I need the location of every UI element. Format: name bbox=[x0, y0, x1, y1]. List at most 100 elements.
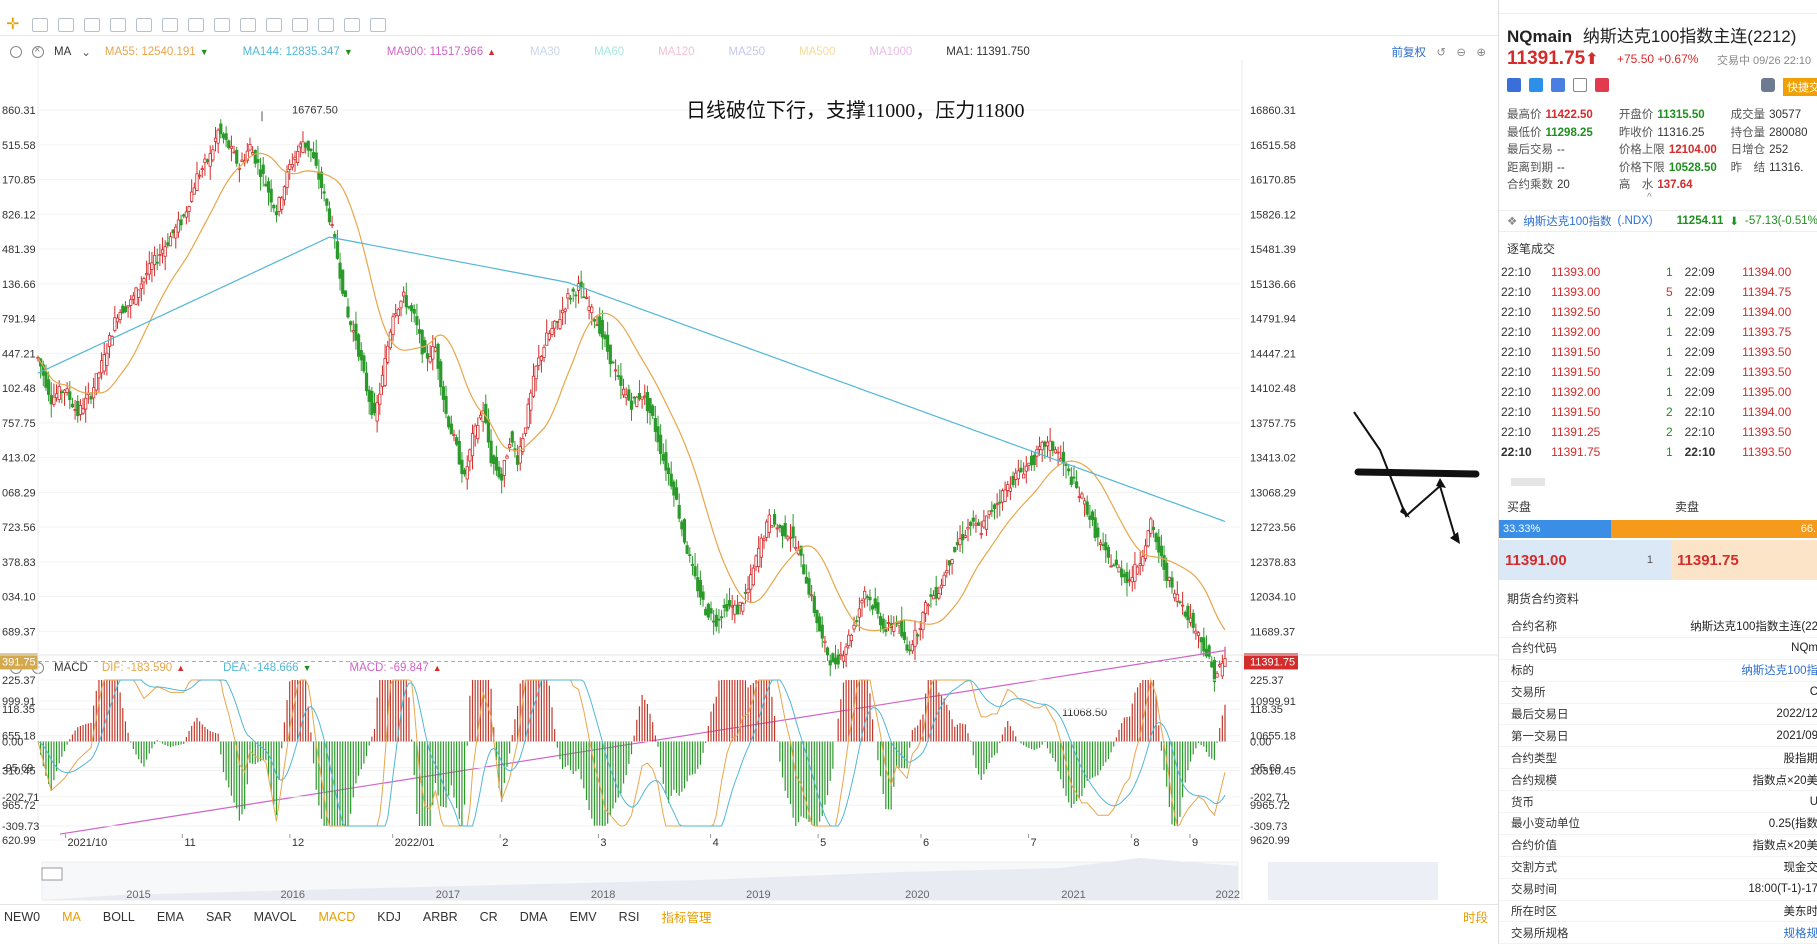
candle-body bbox=[603, 334, 607, 340]
tab-指标管理[interactable]: 指标管理 bbox=[661, 911, 712, 925]
support-line-drawing[interactable] bbox=[1354, 468, 1480, 478]
stat-cell: 开盘价 11315.50 bbox=[1619, 106, 1731, 124]
candle-body bbox=[338, 262, 342, 279]
lock-tool-icon[interactable] bbox=[266, 17, 282, 32]
stat-label: 距离到期 bbox=[1507, 161, 1553, 174]
overview-more-icon[interactable] bbox=[41, 867, 63, 881]
arrow-tool-icon[interactable] bbox=[136, 17, 152, 32]
tab-mavol[interactable]: MAVOL bbox=[253, 909, 297, 924]
tab-sar[interactable]: SAR bbox=[205, 909, 232, 924]
indicator-name[interactable]: MA bbox=[54, 46, 72, 58]
candle-body bbox=[383, 357, 387, 386]
hide-tool-icon[interactable] bbox=[292, 17, 308, 32]
stat-label: 合约乘数 bbox=[1507, 179, 1553, 191]
overview-window[interactable] bbox=[1268, 862, 1438, 900]
candle-body bbox=[963, 535, 967, 538]
line-tool-icon[interactable] bbox=[32, 17, 48, 32]
candle-body bbox=[378, 393, 382, 405]
tab-arbr[interactable]: ARBR bbox=[422, 909, 458, 924]
candle-body bbox=[595, 324, 599, 327]
candle-body bbox=[624, 394, 628, 399]
bell-icon[interactable] bbox=[1761, 78, 1775, 92]
candle-body bbox=[447, 416, 451, 428]
candle-body bbox=[698, 580, 702, 598]
chart-canvas[interactable]: 860.31 16860.31 515.58 16515.58 170.85 16170.… bbox=[0, 0, 1498, 904]
candle-body bbox=[648, 398, 652, 414]
stat-cell: 最低价 11298.25 bbox=[1507, 124, 1619, 142]
settings-tool-icon[interactable] bbox=[370, 17, 386, 32]
ask-price-button[interactable]: 11391.75 bbox=[1671, 540, 1817, 580]
flag-icon[interactable] bbox=[1507, 78, 1521, 92]
period-button[interactable]: 时段 bbox=[1462, 911, 1488, 925]
price-tick-right: 12723.56 bbox=[1250, 522, 1296, 534]
tick-time: 22:10 bbox=[1501, 345, 1532, 359]
delete-tool-icon[interactable] bbox=[318, 17, 334, 32]
stat-label: 开盘价 bbox=[1618, 109, 1654, 121]
collapse-icon[interactable]: ^ bbox=[1647, 192, 1652, 203]
tab-ma[interactable]: MA bbox=[62, 909, 81, 924]
tab-macd[interactable]: MACD bbox=[318, 909, 356, 924]
candle-body bbox=[134, 287, 138, 305]
comment-tool-icon[interactable] bbox=[188, 17, 204, 32]
tab-new0[interactable]: NEW0 bbox=[4, 909, 41, 924]
people-icon[interactable] bbox=[1551, 78, 1565, 92]
info-row: 合约类型 股指期 bbox=[1499, 747, 1817, 770]
candle-body bbox=[807, 578, 811, 595]
candle-body bbox=[966, 526, 970, 530]
candle-body bbox=[582, 296, 586, 299]
candle-body bbox=[409, 305, 414, 312]
candle-body bbox=[1016, 470, 1020, 480]
lightning-icon[interactable] bbox=[1529, 78, 1543, 92]
candle-body bbox=[478, 414, 483, 419]
tab-cr[interactable]: CR bbox=[479, 909, 498, 924]
fib-tool-icon[interactable] bbox=[84, 17, 100, 32]
adjust-mode-button[interactable]: 前复权 bbox=[1391, 47, 1427, 59]
info-value[interactable]: 规格规 bbox=[1783, 927, 1817, 940]
candle-body bbox=[571, 288, 575, 292]
close-icon[interactable] bbox=[32, 44, 44, 58]
text-tool-icon[interactable] bbox=[162, 17, 178, 32]
candle-body bbox=[497, 466, 501, 478]
macd-indicator-name[interactable]: MACD bbox=[54, 662, 88, 674]
ma-number: 11517.966 bbox=[429, 46, 484, 58]
ma-name: MA1000 bbox=[869, 46, 913, 58]
tab-ema[interactable]: EMA bbox=[156, 909, 184, 924]
candle-body bbox=[1019, 467, 1023, 473]
tab-kdj[interactable]: KDJ bbox=[377, 909, 401, 924]
zoom-out-icon[interactable]: ⊖ bbox=[1456, 47, 1466, 59]
quick-trade-button[interactable]: 快捷交 bbox=[1783, 78, 1817, 96]
rect-tool-icon[interactable] bbox=[58, 17, 74, 32]
tab-emv[interactable]: EMV bbox=[569, 909, 597, 924]
undo-icon[interactable]: ↺ bbox=[1436, 47, 1446, 59]
info-value[interactable]: 纳斯达克100指 bbox=[1741, 665, 1817, 678]
crosshair-tool-icon[interactable]: ✛ bbox=[6, 15, 20, 33]
tab-dma[interactable]: DMA bbox=[519, 909, 548, 924]
link-tool-icon[interactable] bbox=[344, 17, 360, 32]
info-row: 交易所规格 规格规 bbox=[1499, 922, 1817, 944]
candle-body bbox=[462, 469, 467, 475]
arrow-drawing[interactable] bbox=[1353, 411, 1457, 541]
zoom-in-icon[interactable]: ⊕ bbox=[1476, 47, 1486, 59]
chevron-down-icon[interactable]: ⌄ bbox=[81, 47, 91, 59]
candle-body bbox=[394, 313, 398, 316]
candle-body bbox=[264, 183, 268, 187]
tick-time-2: 22:09 bbox=[1684, 345, 1715, 359]
candle-body bbox=[531, 375, 536, 397]
tab-rsi[interactable]: RSI bbox=[618, 909, 640, 924]
gear-icon[interactable] bbox=[10, 46, 22, 58]
related-index[interactable]: ❖ 纳斯达克100指数 (.NDX) 11254.11 ⬇ -57.13(-0.… bbox=[1499, 210, 1817, 232]
ruler-tool-icon[interactable] bbox=[214, 17, 230, 32]
heart-icon[interactable] bbox=[1595, 78, 1609, 92]
doc-icon[interactable] bbox=[1573, 78, 1587, 92]
bid-price-button[interactable]: 11391.00 1 bbox=[1499, 540, 1671, 580]
candle-body bbox=[110, 336, 114, 346]
info-row: 货币 U bbox=[1499, 791, 1817, 814]
price-tick-left: 034.10 bbox=[2, 592, 36, 604]
tab-boll[interactable]: BOLL bbox=[102, 909, 135, 924]
channel-tool-icon[interactable] bbox=[110, 17, 126, 32]
panel-tabs[interactable] bbox=[1499, 0, 1817, 14]
scrollbar[interactable] bbox=[1511, 478, 1545, 486]
magnet-tool-icon[interactable] bbox=[240, 17, 256, 32]
stat-value: 11315.50 bbox=[1657, 109, 1705, 121]
direction-icon: ▼ bbox=[343, 47, 353, 57]
